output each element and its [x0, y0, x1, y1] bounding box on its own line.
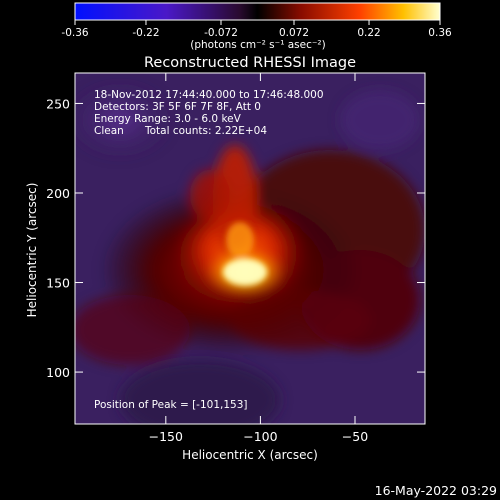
time-range-text: 18-Nov-2012 17:44:40.000 to 17:46:48.000	[94, 89, 324, 101]
y-tick-label: 150	[46, 276, 70, 291]
colorbar-gradient	[74, 2, 441, 21]
x-tick-label: −100	[243, 429, 277, 444]
x-axis-label: Heliocentric X (arcsec)	[182, 448, 318, 462]
colorbar-tick-label: 0.072	[279, 27, 309, 39]
x-tick-label: −50	[342, 429, 368, 444]
y-tick-label: 200	[46, 186, 70, 201]
energy-range-text: Energy Range: 3.0 - 6.0 keV	[94, 113, 242, 125]
method-text: Clean	[94, 125, 124, 137]
chart-title: Reconstructed RHESSI Image	[144, 55, 356, 71]
colorbar: -0.36 -0.22 -0.072 0.072 0.22 0.36 (photons c…	[61, 2, 452, 51]
heatmap-image	[75, 73, 425, 424]
detectors-text: Detectors: 3F 5F 6F 7F 8F, Att 0	[94, 101, 261, 113]
x-axis-ticks: −150 −100 −50	[149, 73, 368, 444]
colorbar-tick-label: -0.36	[61, 27, 88, 39]
annotations: 18-Nov-2012 17:44:40.000 to 17:46:48.000…	[94, 89, 324, 411]
colorbar-tick-label: 0.22	[357, 27, 380, 39]
y-axis-ticks: 100 150 200 250	[46, 96, 425, 380]
colorbar-ticks: -0.36 -0.22 -0.072 0.072 0.22 0.36	[61, 20, 452, 39]
colorbar-tick-label: 0.36	[428, 27, 452, 39]
footer-timestamp: 16-May-2022 03:29	[375, 483, 497, 498]
plot-frame	[74, 72, 426, 425]
y-axis-label: Heliocentric Y (arcsec)	[25, 183, 39, 318]
peak-position-text: Position of Peak = [-101,153]	[94, 399, 248, 411]
x-tick-label: −150	[149, 429, 183, 444]
y-tick-label: 250	[46, 96, 70, 111]
colorbar-unit-label: (photons cm⁻² s⁻¹ asec⁻²)	[190, 39, 325, 51]
total-counts-text: Total counts: 2.22E+04	[144, 125, 267, 137]
colorbar-tick-label: -0.072	[204, 27, 238, 39]
colorbar-tick-label: -0.22	[132, 27, 159, 39]
y-tick-label: 100	[46, 365, 70, 380]
